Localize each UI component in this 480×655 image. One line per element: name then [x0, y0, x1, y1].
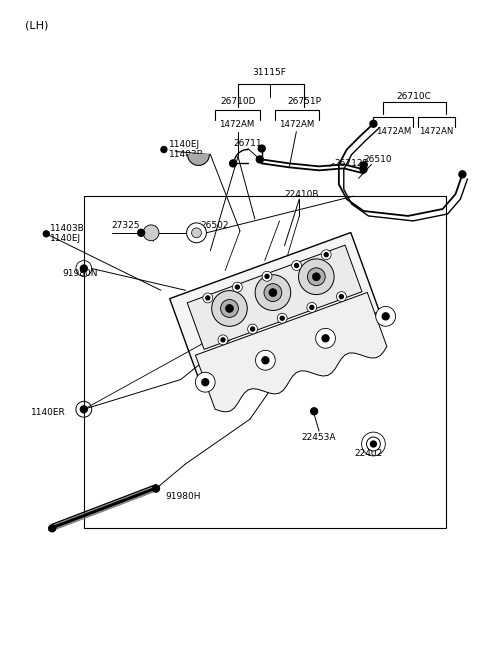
Circle shape [187, 223, 206, 243]
Circle shape [262, 271, 272, 281]
Circle shape [138, 229, 144, 236]
Circle shape [221, 299, 239, 318]
Circle shape [299, 259, 334, 295]
Circle shape [255, 274, 291, 310]
Circle shape [192, 228, 202, 238]
Polygon shape [169, 233, 380, 378]
Text: 1472AM: 1472AM [219, 121, 255, 129]
Circle shape [229, 160, 237, 167]
Circle shape [310, 305, 314, 309]
Text: 22410B: 22410B [285, 190, 319, 198]
Text: 1140EJ: 1140EJ [169, 140, 200, 149]
Circle shape [277, 313, 287, 323]
Circle shape [264, 284, 282, 301]
Circle shape [80, 265, 87, 272]
Circle shape [311, 408, 318, 415]
Text: 1472AM: 1472AM [279, 121, 314, 129]
Text: 27325: 27325 [111, 221, 140, 231]
Text: 1140EJ: 1140EJ [50, 234, 81, 243]
Circle shape [307, 303, 317, 312]
Circle shape [307, 268, 325, 286]
Text: 26710C: 26710C [396, 92, 432, 102]
Circle shape [295, 263, 299, 267]
Polygon shape [188, 155, 209, 165]
Circle shape [339, 295, 343, 299]
Circle shape [49, 525, 56, 532]
Circle shape [43, 231, 49, 236]
Text: 26712B: 26712B [334, 159, 369, 168]
Circle shape [161, 147, 167, 153]
Circle shape [221, 338, 225, 342]
Text: 31115F: 31115F [252, 67, 287, 77]
Circle shape [376, 307, 396, 326]
Text: (LH): (LH) [24, 20, 48, 31]
Text: 26710D: 26710D [220, 98, 256, 106]
Circle shape [202, 379, 209, 386]
Circle shape [324, 253, 328, 257]
Bar [84, 196, 445, 529]
Circle shape [265, 274, 269, 278]
Polygon shape [187, 245, 362, 349]
Circle shape [212, 291, 247, 326]
Polygon shape [195, 292, 387, 412]
Text: 91980H: 91980H [166, 492, 202, 501]
Circle shape [143, 225, 159, 241]
Circle shape [218, 335, 228, 345]
Text: 26751P: 26751P [287, 98, 321, 106]
Circle shape [367, 437, 380, 451]
Circle shape [360, 162, 367, 169]
Circle shape [371, 441, 376, 447]
Circle shape [292, 261, 301, 271]
Circle shape [262, 357, 269, 364]
Circle shape [206, 296, 210, 300]
Circle shape [153, 485, 159, 492]
Circle shape [258, 145, 265, 152]
Text: 11403B: 11403B [50, 225, 85, 233]
Text: 91980N: 91980N [62, 269, 97, 278]
Text: 22402: 22402 [354, 449, 383, 458]
Text: 26711: 26711 [234, 139, 262, 148]
Circle shape [360, 166, 367, 173]
Circle shape [459, 171, 466, 178]
Circle shape [370, 121, 377, 127]
Text: 22453A: 22453A [302, 432, 336, 441]
Text: 26502: 26502 [201, 221, 229, 231]
Circle shape [312, 272, 320, 281]
Circle shape [322, 335, 329, 342]
Circle shape [195, 372, 215, 392]
Circle shape [316, 328, 336, 348]
Circle shape [255, 350, 275, 370]
Circle shape [382, 313, 389, 320]
Text: 1140ER: 1140ER [30, 408, 65, 417]
Text: 11403B: 11403B [169, 150, 204, 159]
Circle shape [336, 291, 347, 301]
Text: 1472AN: 1472AN [420, 127, 454, 136]
Text: 26510: 26510 [363, 155, 392, 164]
Text: 1472AM: 1472AM [375, 127, 411, 136]
Circle shape [232, 282, 242, 292]
Circle shape [256, 156, 263, 163]
Circle shape [251, 327, 254, 331]
Circle shape [226, 305, 233, 312]
Circle shape [269, 289, 277, 297]
Circle shape [280, 316, 284, 320]
Circle shape [248, 324, 258, 334]
Circle shape [203, 293, 213, 303]
Circle shape [321, 250, 331, 259]
Circle shape [80, 406, 87, 413]
Circle shape [235, 285, 240, 289]
